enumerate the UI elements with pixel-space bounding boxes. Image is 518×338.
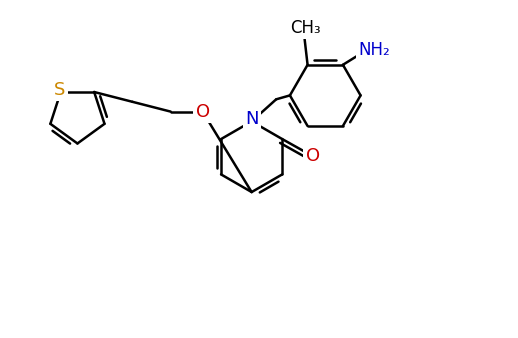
Text: N: N [246, 111, 259, 128]
Text: S: S [54, 81, 65, 99]
Text: O: O [196, 103, 210, 121]
Text: NH₂: NH₂ [358, 41, 390, 59]
Text: CH₃: CH₃ [290, 20, 321, 38]
Text: O: O [306, 147, 320, 165]
